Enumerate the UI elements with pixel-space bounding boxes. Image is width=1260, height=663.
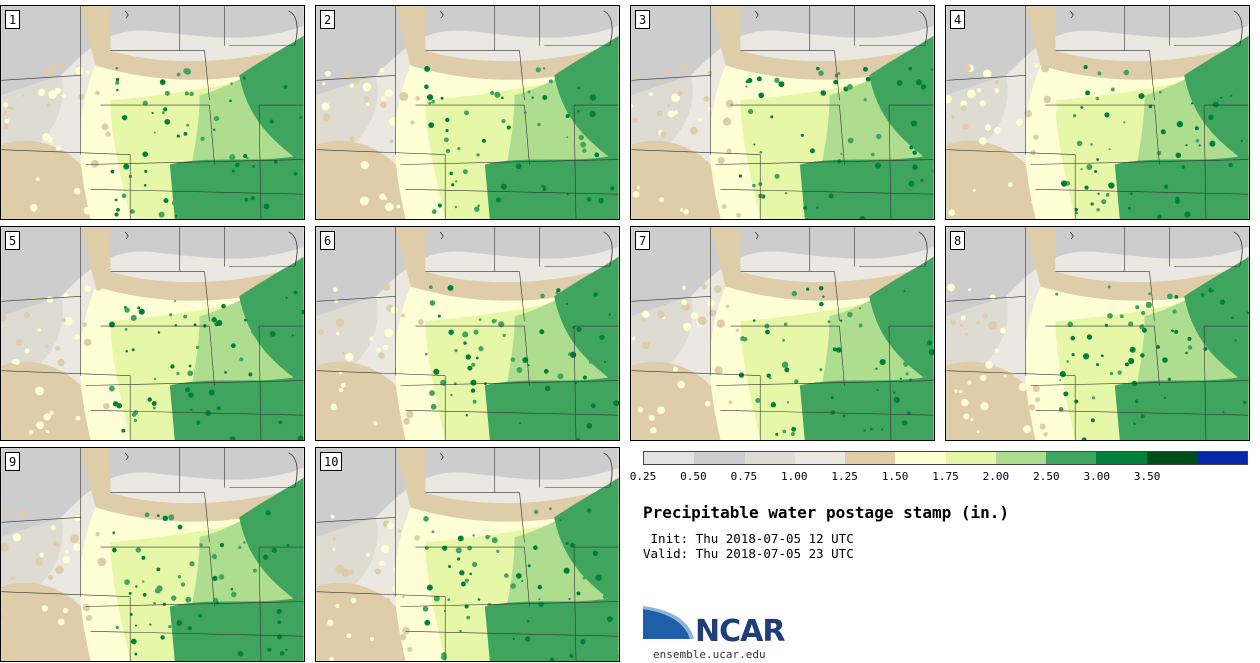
color-swatch [845,452,896,464]
precipitable-water-map [316,6,619,219]
precipitable-water-map [946,6,1249,219]
precipitable-water-map [1,6,304,219]
map-panel-8: 8 [945,226,1250,441]
color-swatch [1046,452,1097,464]
color-scale-labels: 0.25 0.50 0.75 1.00 1.25 1.50 1.75 2.00 2.50 3.00… [630,470,1248,484]
map-panel-10: 10 [315,447,620,662]
color-scale-tick: 3.50 [1133,470,1161,483]
panel-number: 4 [950,10,966,29]
map-panel-1: 1 [0,5,305,220]
map-panel-6: 6 [315,226,620,441]
panel-number: 5 [5,231,21,250]
precipitable-water-map [316,448,619,661]
panel-number: 7 [635,231,651,250]
map-panel-9: 9 [0,447,305,662]
color-scale-tick: 3.00 [1083,470,1111,483]
map-panel-4: 4 [945,5,1250,220]
color-swatch [744,452,795,464]
panel-number: 6 [320,231,336,250]
color-scale-tick: 1.75 [932,470,959,483]
panel-number: 3 [635,10,651,29]
color-scale-tick: 2.50 [1033,470,1060,483]
color-swatch [694,452,745,464]
ncar-logo-icon [643,606,694,639]
color-scale-tick: 0.75 [730,470,758,483]
color-swatch [895,452,946,464]
panel-number: 1 [5,10,21,29]
ncar-logo-text: NCAR [695,614,785,649]
precipitable-water-map [631,6,934,219]
color-swatch [945,452,996,464]
logo-url: ensemble.ucar.edu [653,648,766,661]
color-swatch [1096,452,1147,464]
panel-number: 2 [320,10,336,29]
precipitable-water-map [316,227,619,440]
color-swatch [644,452,695,464]
chart-title: Precipitable water postage stamp (in.) [643,503,1010,522]
panel-number: 10 [320,452,343,471]
color-swatch [1146,452,1197,464]
color-swatch [995,452,1046,464]
color-swatch [1196,452,1247,464]
color-scale-tick: 0.50 [680,470,707,483]
color-scale-tick: 2.00 [982,470,1010,483]
panel-number: 8 [950,231,966,250]
precipitable-water-map [946,227,1249,440]
color-scale-bar [643,451,1248,465]
precipitable-water-map [1,448,304,661]
valid-time: Valid: Thu 2018-07-05 23 UTC [643,546,854,561]
map-panel-3: 3 [630,5,935,220]
map-panel-5: 5 [0,226,305,441]
color-scale-tick: 0.25 [629,470,657,483]
map-panel-2: 2 [315,5,620,220]
panel-number: 9 [5,452,21,471]
color-scale-tick: 1.50 [881,470,909,483]
color-swatch [794,452,845,464]
map-panel-7: 7 [630,226,935,441]
precipitable-water-map [631,227,934,440]
init-time: Init: Thu 2018-07-05 12 UTC [643,531,854,546]
color-scale-tick: 1.25 [831,470,858,483]
color-scale-tick: 1.00 [781,470,808,483]
precipitable-water-map [1,227,304,440]
